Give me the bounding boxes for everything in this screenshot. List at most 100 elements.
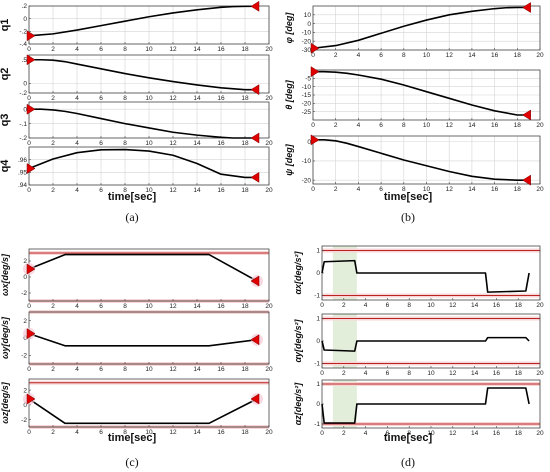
- y-tick-label: -.4: [19, 41, 27, 48]
- x-tick-label: 0: [27, 95, 31, 102]
- x-tick-label: 6: [386, 302, 390, 309]
- endpoint-marker: [250, 132, 260, 144]
- x-tick-label: 12: [169, 303, 177, 310]
- x-tick-label: 6: [99, 187, 103, 194]
- x-tick-label: 8: [123, 46, 127, 53]
- endpoint-marker: [522, 109, 531, 121]
- endpoint-marker: [250, 171, 260, 183]
- axes-frame: [28, 248, 270, 302]
- x-tick-label: 2: [51, 140, 55, 147]
- y-tick-label: 0: [316, 401, 320, 408]
- x-tick-label: 16: [217, 46, 225, 53]
- y-tick-label: 1: [316, 248, 320, 255]
- x-tick-label: 0: [27, 187, 31, 194]
- x-tick-label: 20: [265, 46, 273, 53]
- x-tick-label: 10: [145, 187, 153, 194]
- x-tick-label: 8: [402, 122, 406, 129]
- x-tick-label: 18: [241, 187, 249, 194]
- x-tick-label: 12: [169, 429, 177, 436]
- series-line: [28, 148, 257, 179]
- endpoint-marker: [250, 0, 260, 12]
- x-tick-label: 0: [27, 429, 31, 436]
- panel-q1: 0 2 4 6 8 10 12 14 16 18 20 .2 0 -.2 -.4 q1: [0, 0, 273, 53]
- y-tick-label: -25: [302, 109, 312, 116]
- y-tick-label: 0: [316, 270, 320, 277]
- endpoint-marker: [250, 334, 260, 346]
- y-tick-label: -10: [302, 84, 312, 91]
- x-tick-label: 18: [515, 430, 523, 437]
- caption-d: (d): [401, 455, 415, 469]
- x-tick-label: 4: [75, 140, 79, 147]
- y-tick-label: -2: [21, 417, 27, 424]
- x-tick-label: 6: [99, 140, 103, 147]
- x-tick-label: 12: [449, 302, 457, 309]
- endpoint-marker: [250, 275, 260, 287]
- x-tick-label: 0: [27, 140, 31, 147]
- x-tick-label: 4: [357, 52, 361, 59]
- series-line: [29, 108, 257, 139]
- x-tick-label: 16: [491, 52, 499, 59]
- x-tick-label: 0: [27, 303, 31, 310]
- endpoint-marker: [310, 66, 320, 78]
- y-axis-label: αx[deg/s²]: [293, 250, 303, 294]
- x-tick-label: 12: [449, 370, 457, 377]
- x-tick-label: 14: [193, 429, 201, 436]
- x-tick-label: 4: [75, 46, 79, 53]
- x-tick-label: 20: [265, 187, 273, 194]
- x-tick-label: 10: [427, 430, 435, 437]
- x-tick-label: 20: [265, 140, 273, 147]
- x-tick-label: 16: [217, 187, 225, 194]
- x-tick-label: 16: [493, 370, 501, 377]
- y-axis-label: φ [deg]: [284, 12, 294, 44]
- endpoint-marker: [250, 393, 260, 405]
- x-tick-label: 8: [123, 303, 127, 310]
- endpoint-marker: [310, 42, 320, 54]
- x-tick-label: 4: [75, 187, 79, 194]
- x-tick-label: 12: [169, 187, 177, 194]
- x-tick-label: 12: [446, 122, 454, 129]
- x-tick-label: 16: [491, 122, 499, 129]
- x-tick-label: 14: [468, 122, 476, 129]
- y-axis-label: q1: [0, 19, 11, 32]
- y-axis-label: q3: [0, 114, 11, 127]
- x-tick-label: 12: [446, 52, 454, 59]
- x-tick-label: 10: [145, 303, 153, 310]
- x-tick-label: 18: [241, 95, 249, 102]
- x-tick-label: 2: [334, 122, 338, 129]
- x-tick-label: 16: [217, 95, 225, 102]
- series-line: [29, 58, 257, 91]
- x-tick-label: 0: [311, 52, 315, 59]
- y-axis-label: q2: [0, 68, 11, 81]
- series-line: [321, 336, 530, 352]
- x-tick-label: 12: [446, 186, 454, 193]
- panel-phi: 0 2 4 6 8 10 12 14 16 18 20 10 0 -10-20 -30 φ [deg]: [284, 2, 544, 59]
- x-tick-label: 14: [471, 430, 479, 437]
- x-tick-label: 12: [169, 95, 177, 102]
- x-tick-label: 12: [169, 366, 177, 373]
- endpoint-marker: [26, 263, 36, 275]
- x-tick-label: 16: [493, 430, 501, 437]
- time-label-d: time[sec]: [384, 432, 433, 444]
- y-tick-label: 2: [23, 318, 27, 325]
- x-tick-label: 12: [169, 46, 177, 53]
- y-tick-label: -.1: [19, 121, 27, 128]
- x-tick-label: 12: [169, 140, 177, 147]
- x-tick-label: 0: [27, 46, 31, 53]
- y-tick-label: .96: [18, 157, 27, 164]
- x-tick-label: 6: [386, 370, 390, 377]
- y-axis-label: ωx[deg/s]: [0, 253, 10, 296]
- y-tick-label: -2: [21, 353, 27, 360]
- x-tick-label: 4: [364, 370, 368, 377]
- y-axis-label: ψ [deg]: [284, 143, 294, 175]
- x-tick-label: 8: [407, 430, 411, 437]
- y-tick-label: .5: [22, 57, 28, 64]
- x-tick-label: 18: [241, 140, 249, 147]
- x-tick-label: 14: [193, 46, 201, 53]
- x-tick-label: 18: [514, 186, 522, 193]
- x-tick-label: 10: [145, 366, 153, 373]
